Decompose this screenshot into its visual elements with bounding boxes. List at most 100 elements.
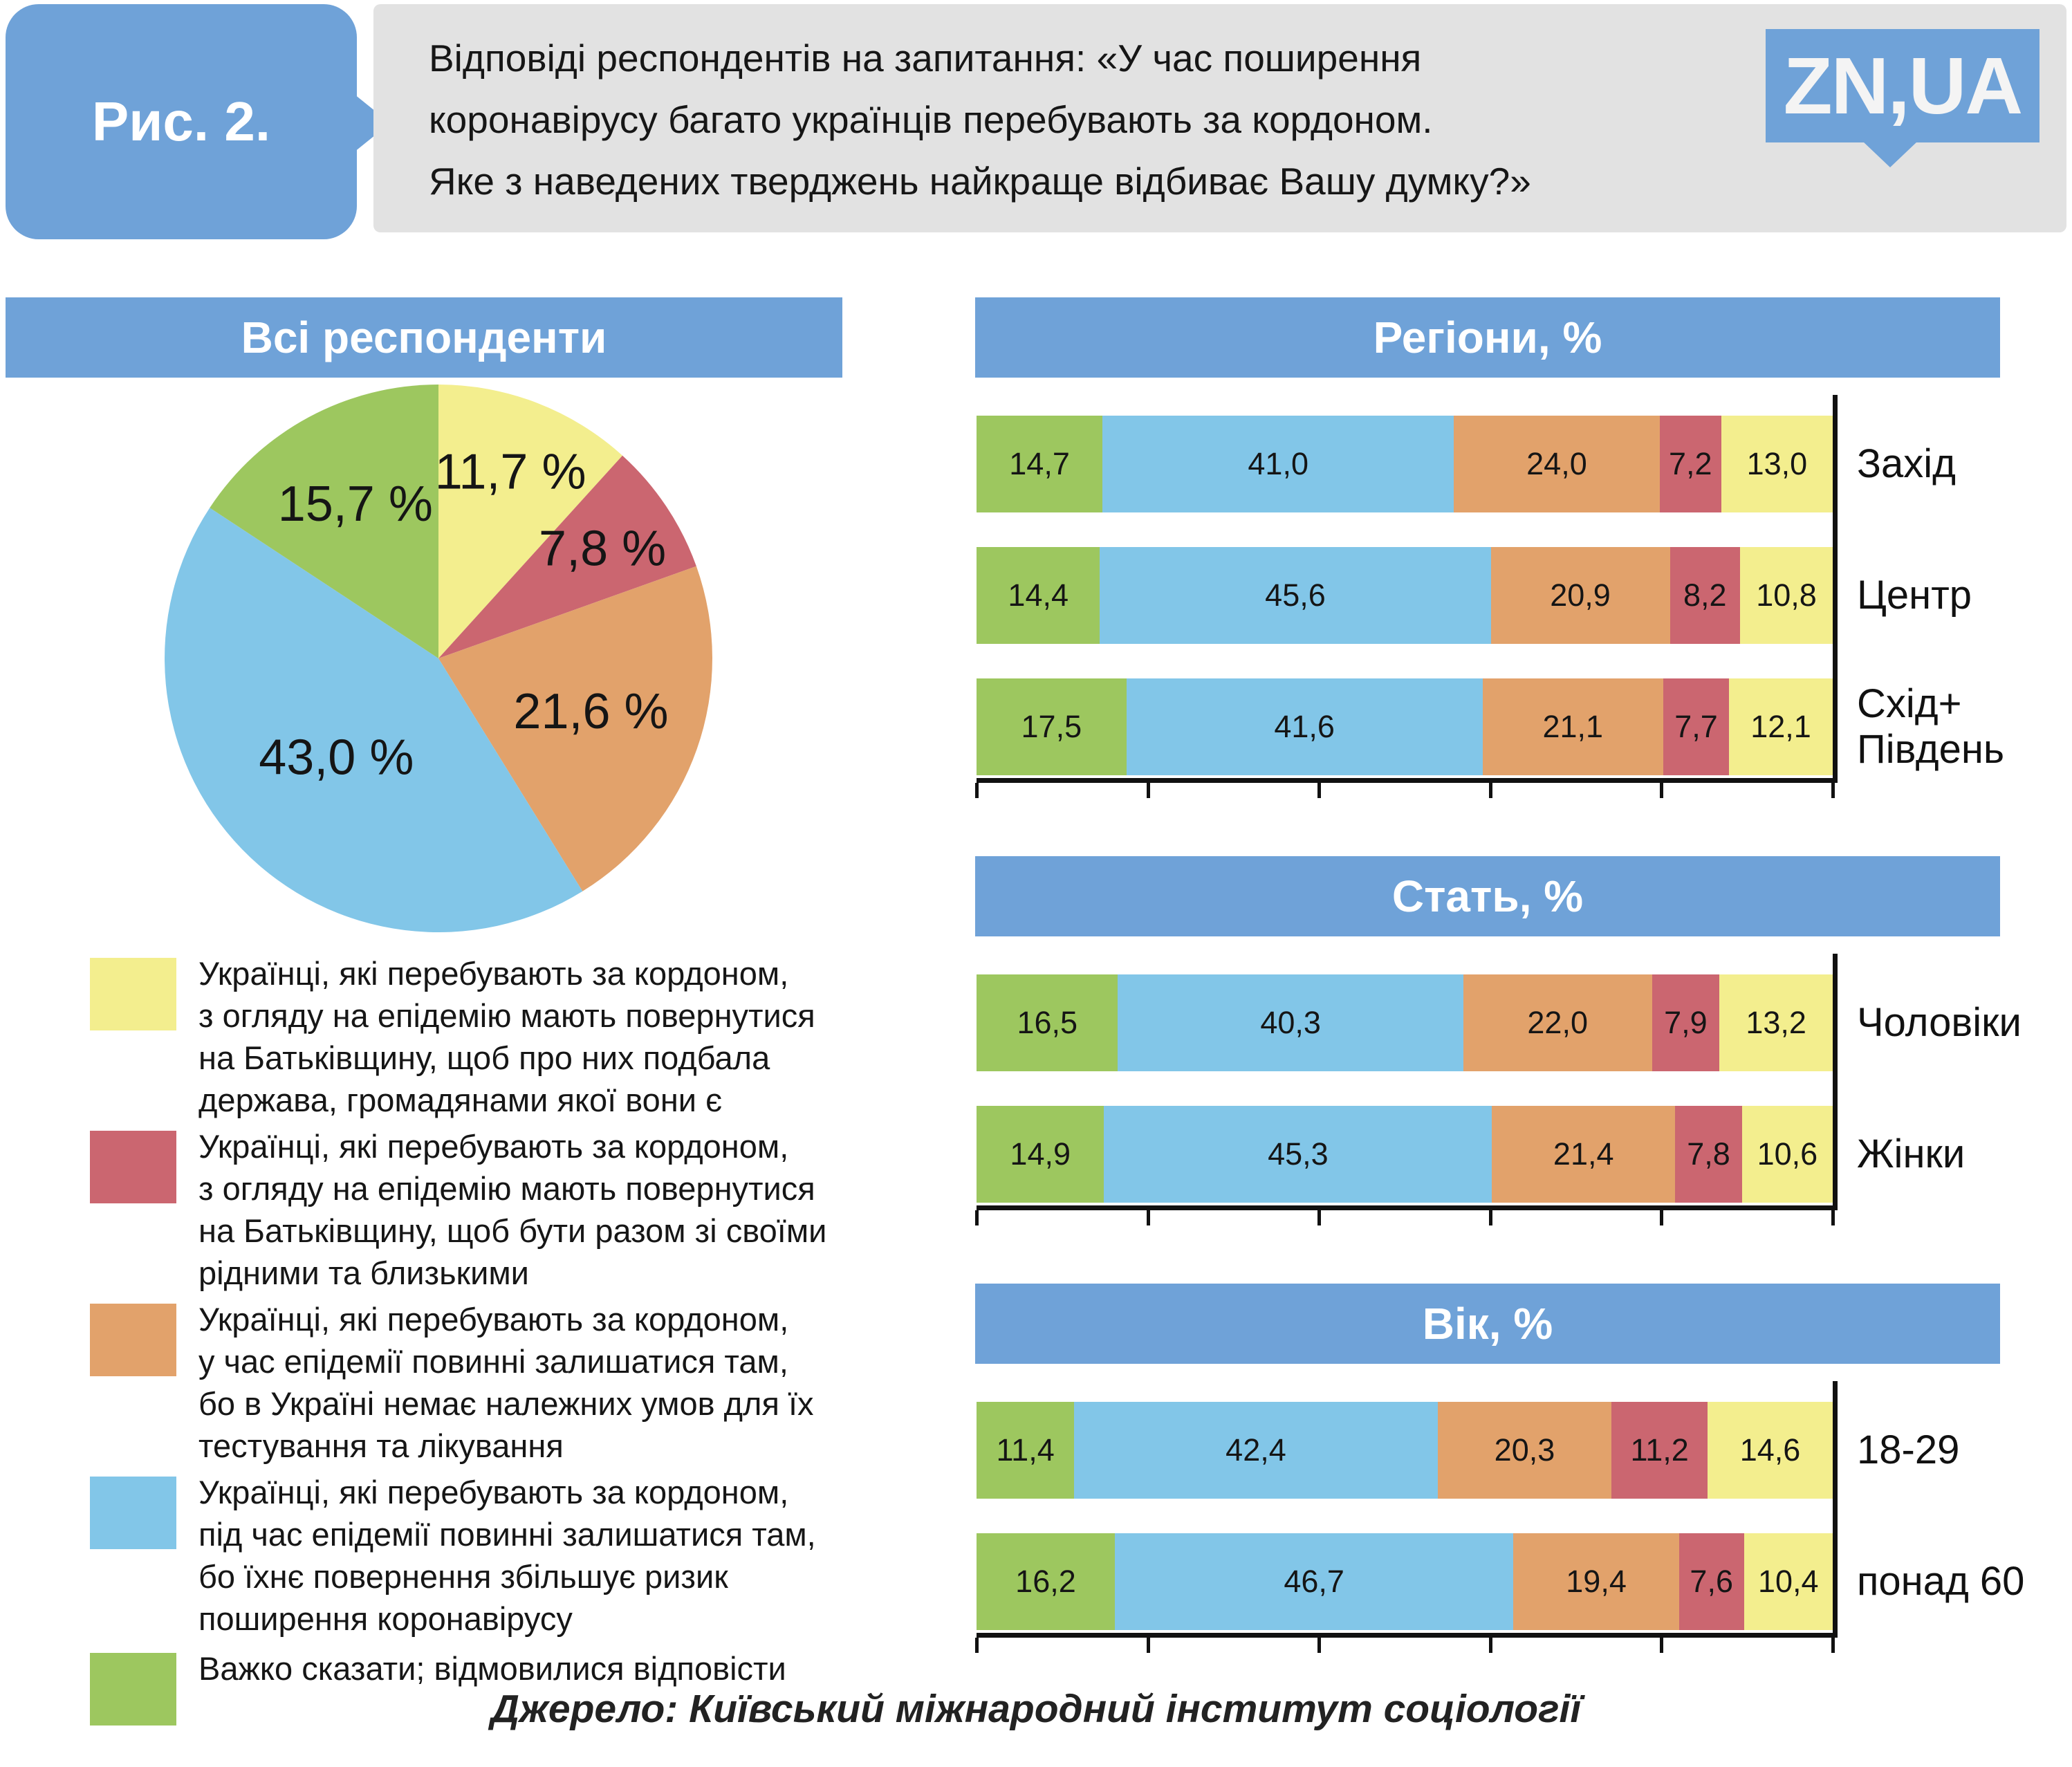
- legend-label: Українці, які перебувають за кордоном, п…: [198, 1474, 816, 1637]
- znua-logo: ZN,UA: [1766, 29, 2039, 167]
- axis-horizontal-line: [977, 1205, 1838, 1210]
- bar-segment-yellow: 10,6: [1741, 1106, 1833, 1203]
- axis-tick: [1146, 783, 1150, 798]
- pie-value-label: 15,7 %: [278, 477, 433, 532]
- bar-segment-blue: 40,3: [1118, 974, 1463, 1071]
- axis-tick: [975, 783, 979, 798]
- axis-tick: [1831, 1638, 1835, 1653]
- bar-value-label: 16,2: [1015, 1564, 1076, 1599]
- bar-segment-yellow: 13,2: [1719, 974, 1833, 1071]
- stacked-bar-row: 14,9 45,3 21,4 7,8 10,6: [977, 1106, 1833, 1203]
- bar-value-label: 14,4: [1008, 577, 1069, 613]
- bar-value-label: 12,1: [1750, 709, 1811, 744]
- bar-value-label: 10,6: [1757, 1136, 1818, 1172]
- znua-logo-tail-icon: [1862, 141, 1918, 167]
- bar-segment-orange: 20,3: [1437, 1402, 1612, 1499]
- stacked-bar-row: 14,4 45,6 20,9 8,2 10,8: [977, 547, 1833, 644]
- bar-value-label: 13,0: [1746, 446, 1808, 481]
- legend-label: Важко сказати; відмовилися відповісти: [198, 1650, 786, 1687]
- bar-value-label: 24,0: [1526, 446, 1587, 481]
- bar-value-label: 7,6: [1690, 1564, 1733, 1599]
- category-label: Схід+ Південь: [1857, 681, 2005, 772]
- bar-value-label: 40,3: [1260, 1005, 1321, 1040]
- bar-segment-blue: 42,4: [1074, 1402, 1438, 1499]
- bar-value-label: 10,8: [1756, 577, 1817, 613]
- bar-segment-red: 7,8: [1675, 1106, 1742, 1203]
- legend-swatch-orange: [90, 1304, 176, 1376]
- bar-segment-blue: 41,0: [1102, 416, 1454, 512]
- pie-value-label: 43,0 %: [259, 730, 414, 786]
- bar-value-label: 17,5: [1021, 709, 1082, 744]
- category-label: Захід: [1857, 441, 1957, 486]
- legend-swatch-yellow: [90, 958, 176, 1030]
- stacked-bar-row: 16,2 46,7 19,4 7,6 10,4: [977, 1533, 1833, 1630]
- axis-tick: [1660, 1638, 1664, 1653]
- category-label: Центр: [1857, 573, 1972, 618]
- stacked-bar-row: 16,5 40,3 22,0 7,9 13,2: [977, 974, 1833, 1071]
- axis-tick: [1660, 783, 1664, 798]
- bar-segment-green: 14,4: [977, 547, 1100, 644]
- bar-value-label: 7,8: [1687, 1136, 1730, 1172]
- bar-value-label: 10,4: [1757, 1564, 1819, 1599]
- bar-value-label: 20,9: [1550, 577, 1611, 613]
- category-label: понад 60: [1857, 1559, 2025, 1604]
- pie-value-label: 21,6 %: [513, 684, 668, 739]
- figure-badge: Рис. 2.: [6, 4, 357, 239]
- bar-segment-red: 7,6: [1678, 1533, 1744, 1630]
- pie-panel-header: Всі респонденти: [6, 297, 842, 378]
- section-header-2: Стать, %: [975, 856, 2000, 936]
- bar-value-label: 14,9: [1010, 1136, 1071, 1172]
- bar-value-label: 7,2: [1668, 446, 1712, 481]
- section-title: Стать, %: [1391, 871, 1584, 921]
- axis-tick: [1488, 1638, 1492, 1653]
- legend-item-yellow: Українці, які перебувають за кордоном, з…: [90, 955, 815, 1121]
- bar-segment-orange: 21,1: [1482, 678, 1663, 775]
- legend-label: Українці, які перебувають за кордоном, у…: [198, 1301, 814, 1464]
- legend-swatch-green: [90, 1653, 176, 1726]
- legend-item-blue: Українці, які перебувають за кордоном, п…: [90, 1474, 816, 1640]
- bar-value-label: 45,3: [1268, 1136, 1329, 1172]
- legend-label: Українці, які перебувають за кордоном, з…: [198, 1128, 827, 1291]
- axis-tick: [1660, 1210, 1664, 1225]
- bar-value-label: 8,2: [1683, 577, 1727, 613]
- bar-segment-green: 14,9: [977, 1106, 1104, 1203]
- bar-segment-orange: 19,4: [1513, 1533, 1679, 1630]
- bar-segment-red: 11,2: [1611, 1402, 1708, 1499]
- category-label: Чоловіки: [1857, 1000, 2022, 1045]
- bar-value-label: 14,6: [1739, 1432, 1801, 1468]
- axis-tick: [1488, 783, 1492, 798]
- bar-segment-yellow: 13,0: [1721, 416, 1833, 512]
- category-label: 18-29: [1857, 1427, 1960, 1472]
- legend-item-green: Важко сказати; відмовилися відповісти: [90, 1650, 786, 1726]
- bar-value-label: 21,4: [1553, 1136, 1614, 1172]
- axis-tick: [1317, 1210, 1322, 1225]
- legend-item-red: Українці, які перебувають за кордоном, з…: [90, 1128, 826, 1294]
- bar-segment-green: 16,2: [977, 1533, 1115, 1630]
- bar-value-label: 45,6: [1265, 577, 1326, 613]
- bar-segment-yellow: 10,8: [1740, 547, 1833, 644]
- legend-swatch-blue: [90, 1477, 176, 1549]
- bar-value-label: 41,6: [1274, 709, 1335, 744]
- bar-segment-blue: 45,3: [1104, 1106, 1492, 1203]
- axis-tick: [1488, 1210, 1492, 1225]
- bar-value-label: 41,0: [1248, 446, 1308, 481]
- category-label: Жінки: [1857, 1131, 1965, 1176]
- axis-horizontal-line: [977, 778, 1838, 783]
- question-text: Відповіді респондентів на запитання: «У …: [429, 37, 1531, 203]
- bar-segment-green: 14,7: [977, 416, 1103, 512]
- bar-segment-blue: 46,7: [1114, 1533, 1514, 1630]
- legend-item-orange: Українці, які перебувають за кордоном, у…: [90, 1301, 814, 1467]
- axis-tick: [1146, 1210, 1150, 1225]
- bar-value-label: 7,9: [1664, 1005, 1708, 1040]
- legend-label: Українці, які перебувають за кордоном, з…: [198, 955, 815, 1118]
- source-note: Джерело: Київський міжнародний інститут …: [490, 1687, 1582, 1731]
- bar-value-label: 22,0: [1527, 1005, 1588, 1040]
- bar-value-label: 16,5: [1017, 1005, 1078, 1040]
- axis-tick: [1317, 783, 1322, 798]
- section-header-3: Вік, %: [975, 1284, 2000, 1364]
- bar-segment-yellow: 14,6: [1708, 1402, 1833, 1499]
- axis-vertical-line: [1833, 1381, 1838, 1638]
- bar-segment-green: 11,4: [977, 1402, 1075, 1499]
- bar-value-label: 19,4: [1566, 1564, 1627, 1599]
